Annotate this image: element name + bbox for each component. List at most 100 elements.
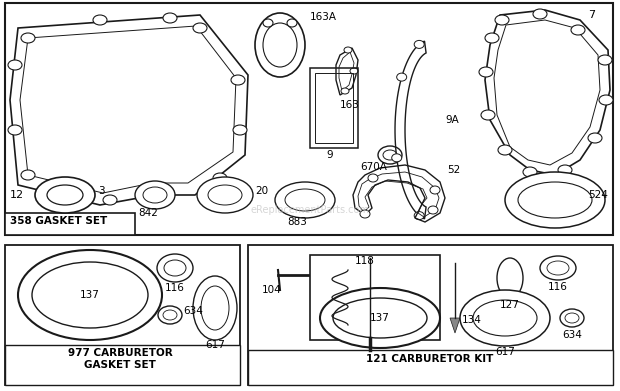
Ellipse shape: [233, 125, 247, 135]
Ellipse shape: [164, 260, 186, 276]
Ellipse shape: [275, 182, 335, 218]
Ellipse shape: [558, 165, 572, 175]
Ellipse shape: [163, 13, 177, 23]
Ellipse shape: [414, 212, 424, 220]
Bar: [310, 255, 440, 340]
Ellipse shape: [47, 185, 83, 205]
Ellipse shape: [158, 306, 182, 324]
Ellipse shape: [430, 186, 440, 194]
Text: 121 CARBURETOR KIT: 121 CARBURETOR KIT: [366, 354, 494, 364]
Text: 3: 3: [98, 186, 105, 196]
Text: 634: 634: [183, 306, 203, 316]
Bar: [248, 350, 613, 385]
Ellipse shape: [201, 286, 229, 330]
Ellipse shape: [498, 145, 512, 155]
Text: 842: 842: [138, 208, 158, 218]
Bar: [310, 68, 358, 148]
Ellipse shape: [485, 33, 499, 43]
Ellipse shape: [481, 110, 495, 120]
Ellipse shape: [598, 55, 612, 65]
Text: 137: 137: [370, 313, 390, 323]
Text: 116: 116: [548, 282, 568, 292]
Ellipse shape: [32, 262, 148, 328]
Ellipse shape: [392, 154, 402, 162]
Text: 883: 883: [287, 217, 307, 227]
Text: 52: 52: [447, 165, 460, 175]
Text: 617: 617: [205, 340, 225, 350]
Ellipse shape: [163, 310, 177, 320]
Ellipse shape: [263, 19, 273, 27]
Bar: [5, 3, 613, 235]
Ellipse shape: [505, 172, 605, 228]
Ellipse shape: [414, 40, 424, 48]
Ellipse shape: [599, 95, 613, 105]
Ellipse shape: [263, 23, 297, 67]
Text: 670A: 670A: [360, 162, 387, 172]
Ellipse shape: [8, 60, 22, 70]
Ellipse shape: [320, 288, 440, 348]
Ellipse shape: [103, 195, 117, 205]
Ellipse shape: [213, 173, 227, 183]
Ellipse shape: [473, 300, 537, 336]
Text: 118: 118: [355, 256, 375, 266]
Ellipse shape: [193, 276, 237, 340]
Ellipse shape: [135, 181, 175, 209]
Text: 163: 163: [340, 100, 360, 110]
Ellipse shape: [21, 170, 35, 180]
Text: 7: 7: [588, 10, 595, 20]
Bar: [315, 73, 353, 143]
Ellipse shape: [533, 9, 547, 19]
Text: eReplacementParts.com: eReplacementParts.com: [250, 205, 370, 215]
Ellipse shape: [565, 313, 579, 323]
Text: 634: 634: [562, 330, 582, 340]
Text: 127: 127: [500, 300, 520, 310]
Text: 12: 12: [10, 190, 24, 200]
Ellipse shape: [285, 189, 325, 211]
Ellipse shape: [460, 290, 550, 346]
Ellipse shape: [21, 33, 35, 43]
Ellipse shape: [518, 182, 592, 218]
Ellipse shape: [197, 177, 253, 213]
Text: 137: 137: [80, 290, 100, 300]
Ellipse shape: [157, 254, 193, 282]
Ellipse shape: [255, 13, 305, 77]
Text: 358 GASKET SET: 358 GASKET SET: [10, 216, 107, 226]
Ellipse shape: [428, 206, 438, 214]
Ellipse shape: [333, 298, 427, 338]
Ellipse shape: [368, 174, 378, 182]
Ellipse shape: [560, 309, 584, 327]
Ellipse shape: [397, 73, 407, 81]
Ellipse shape: [231, 75, 245, 85]
Text: 163A: 163A: [310, 12, 337, 22]
Ellipse shape: [360, 210, 370, 218]
Bar: [5, 213, 135, 235]
Text: 20: 20: [255, 186, 268, 196]
Ellipse shape: [287, 19, 297, 27]
Ellipse shape: [588, 133, 602, 143]
Ellipse shape: [523, 167, 537, 177]
Bar: [5, 245, 240, 385]
Text: 134: 134: [462, 315, 482, 325]
Bar: [248, 245, 613, 385]
Ellipse shape: [193, 23, 207, 33]
Ellipse shape: [479, 67, 493, 77]
Text: 617: 617: [495, 347, 515, 357]
Ellipse shape: [547, 261, 569, 275]
Ellipse shape: [341, 88, 349, 94]
Text: 104: 104: [262, 285, 281, 295]
Ellipse shape: [208, 185, 242, 205]
Ellipse shape: [540, 256, 576, 280]
Ellipse shape: [350, 68, 358, 74]
Ellipse shape: [344, 47, 352, 53]
Text: 9A: 9A: [445, 115, 459, 125]
Ellipse shape: [571, 25, 585, 35]
Ellipse shape: [153, 187, 167, 197]
Ellipse shape: [143, 187, 167, 203]
Ellipse shape: [93, 15, 107, 25]
Polygon shape: [450, 318, 460, 333]
Ellipse shape: [495, 15, 509, 25]
Text: 524: 524: [588, 190, 608, 200]
Text: 116: 116: [165, 283, 185, 293]
Ellipse shape: [497, 258, 523, 298]
Ellipse shape: [35, 177, 95, 213]
